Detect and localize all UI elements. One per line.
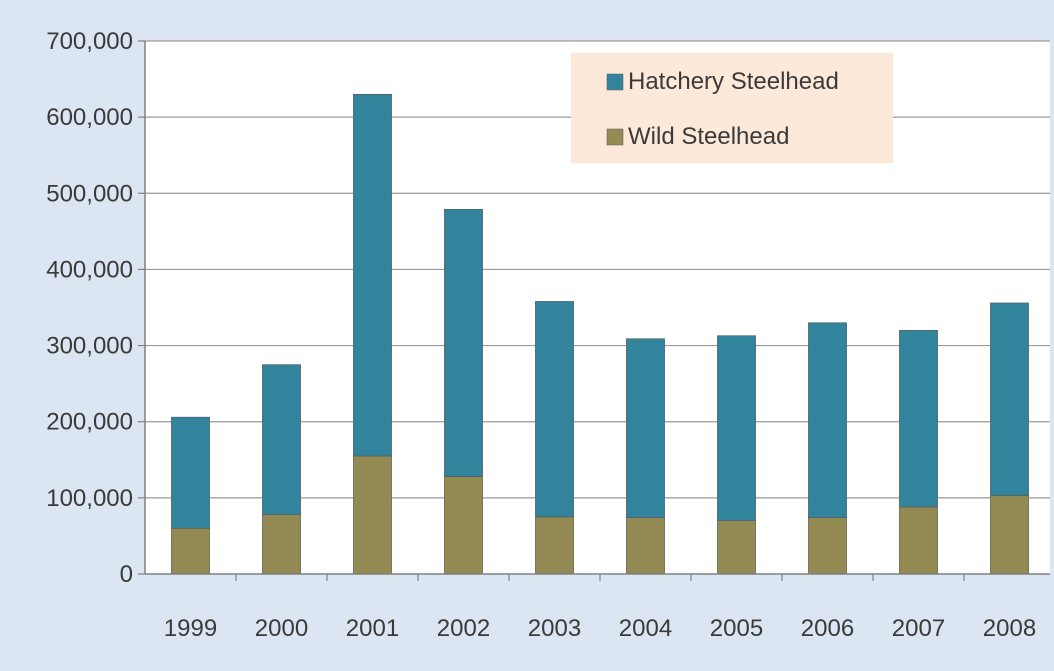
x-tick-label: 2001: [346, 615, 399, 642]
x-tick-label: 2000: [255, 615, 308, 642]
bar-segment-hatchery-steelhead: [717, 335, 756, 521]
bar-segment-hatchery-steelhead: [171, 416, 210, 529]
y-tick-label: 500,000: [46, 180, 133, 207]
x-tick-label: 1999: [164, 615, 217, 642]
y-tick-label: 700,000: [46, 28, 133, 55]
legend-swatch: [606, 128, 624, 146]
bar-segment-hatchery-steelhead: [899, 330, 938, 508]
bar-segment-hatchery-steelhead: [535, 301, 574, 518]
bar-segment-wild-steelhead: [171, 528, 210, 575]
bar-segment-wild-steelhead: [626, 517, 665, 575]
bar-segment-hatchery-steelhead: [353, 94, 392, 457]
x-tick-label: 2004: [619, 615, 672, 642]
x-tick-label: 2006: [801, 615, 854, 642]
x-tick-label: 2007: [892, 615, 945, 642]
y-tick-label: 300,000: [46, 333, 133, 360]
y-tick-label: 0: [120, 561, 133, 588]
bar-segment-hatchery-steelhead: [626, 338, 665, 518]
bar-segment-hatchery-steelhead: [990, 302, 1029, 496]
axes: [138, 40, 1050, 581]
bar-segment-wild-steelhead: [899, 506, 938, 575]
x-tick-label: 2002: [437, 615, 490, 642]
x-tick-label: 2008: [983, 615, 1036, 642]
bar-segment-wild-steelhead: [262, 514, 301, 575]
bar-segment-wild-steelhead: [444, 476, 483, 575]
bar-segment-wild-steelhead: [535, 516, 574, 575]
legend-label: Wild Steelhead: [628, 123, 789, 150]
x-tick-label: 2005: [710, 615, 763, 642]
bar-segment-wild-steelhead: [353, 455, 392, 575]
bars: [171, 94, 1029, 575]
x-tick-labels: 1999 2000 2001 2002 2003 2004 2005 2006 2007 2008: [164, 615, 1036, 642]
y-tick-labels: 0 100,000 200,000 300,000 400,000 500,000 600,…: [46, 28, 133, 588]
y-tick-label: 600,000: [46, 104, 133, 131]
bar-segment-wild-steelhead: [808, 517, 847, 575]
bar-segment-hatchery-steelhead: [262, 364, 301, 515]
legend: Hatchery Steelhead Wild Steelhead: [571, 53, 893, 163]
bar-segment-hatchery-steelhead: [444, 208, 483, 477]
bar-segment-wild-steelhead: [717, 520, 756, 575]
y-tick-label: 200,000: [46, 409, 133, 436]
y-tick-label: 400,000: [46, 256, 133, 283]
legend-box: [571, 53, 893, 163]
bar-segment-wild-steelhead: [990, 495, 1029, 575]
legend-label: Hatchery Steelhead: [628, 68, 839, 95]
x-tick-label: 2003: [528, 615, 581, 642]
legend-swatch: [606, 73, 624, 91]
y-tick-label: 100,000: [46, 485, 133, 512]
bar-segment-hatchery-steelhead: [808, 322, 847, 518]
